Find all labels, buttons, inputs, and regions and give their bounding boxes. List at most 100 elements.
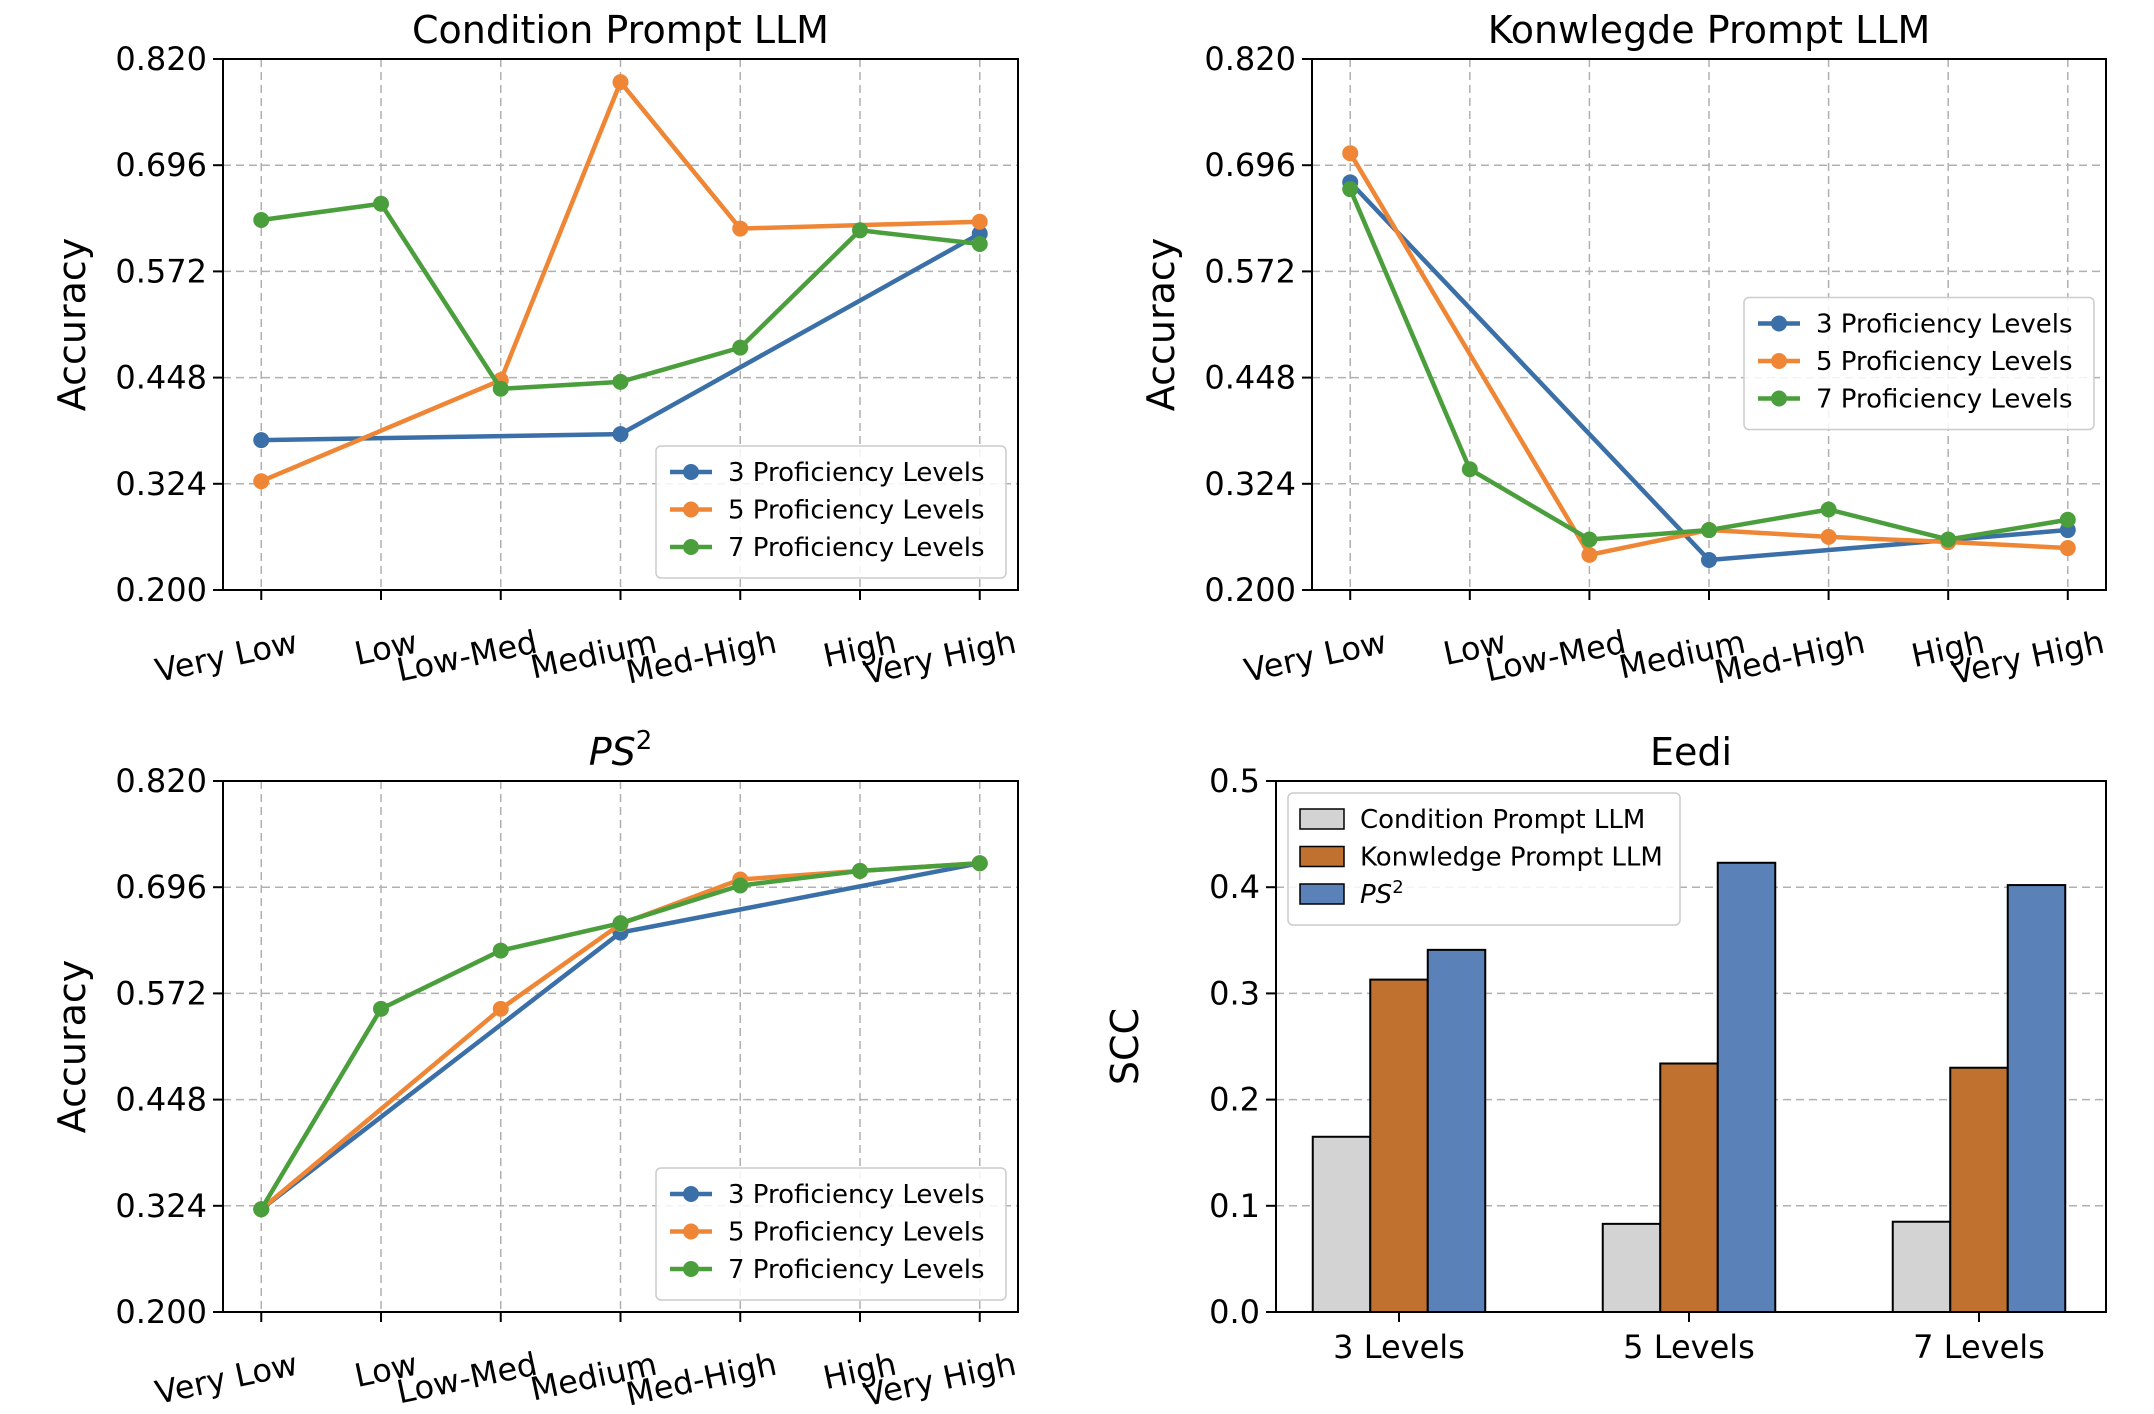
y-tick-label: 0.448 — [1204, 359, 1296, 397]
plot-frame — [222, 780, 1019, 1313]
series-point-3 — [373, 1000, 390, 1017]
legend-label: 3 Proficiency Levels — [728, 1180, 985, 1210]
series-point-3 — [971, 855, 988, 872]
x-tick-label: Low-Med — [393, 623, 540, 690]
y-axis-label: Accuracy — [50, 238, 94, 412]
legend-marker — [683, 1261, 699, 1277]
legend-label: 7 Proficiency Levels — [728, 1255, 985, 1285]
y-axis-label: Accuracy — [1139, 238, 1183, 412]
legend-label-sup: 2 — [1392, 877, 1403, 898]
series-point-3 — [373, 195, 390, 212]
chart-eedi: Eedi SCC 0.0 0.1 0.2 0.3 0.4 0.5 3 Levels 5 Level… — [1103, 730, 2107, 1366]
series-point-3 — [851, 222, 868, 239]
series-point-3 — [1940, 531, 1957, 548]
chart-title-base: PS — [589, 730, 636, 774]
legend-label: Condition Prompt LLM — [1360, 805, 1645, 835]
legend-box — [655, 445, 1007, 579]
legend: 3 Proficiency Levels 5 Proficiency Levels… — [655, 1167, 1007, 1301]
legend-marker — [683, 1223, 699, 1240]
y-tick-label: 0.3 — [1209, 974, 1260, 1012]
series-point-2 — [2059, 540, 2076, 557]
plot-frame — [1311, 58, 2107, 591]
legend-marker — [683, 1186, 699, 1202]
series-point-2 — [732, 220, 749, 237]
legend-swatch — [1299, 808, 1345, 830]
legend: 3 Proficiency Levels 5 Proficiency Levels… — [1743, 296, 2095, 431]
bar-series-2 — [1659, 1062, 1719, 1313]
y-tick-label: 0.1 — [1209, 1187, 1260, 1225]
y-tick-label: 0.448 — [115, 359, 207, 397]
legend-swatch — [1299, 845, 1345, 868]
series-point-2 — [612, 74, 629, 91]
legend: 3 Proficiency Levels 5 Proficiency Levels… — [655, 445, 1007, 579]
y-tick-label: 0.572 — [1204, 252, 1296, 290]
x-tick-label: Very Low — [152, 623, 301, 690]
legend-marker — [683, 464, 699, 480]
series-point-1 — [253, 432, 270, 449]
bar-series-1 — [1311, 1135, 1372, 1314]
series-point-2 — [1342, 145, 1359, 162]
legend-marker — [1771, 353, 1787, 369]
series-point-2 — [253, 473, 270, 490]
x-tick-label: 7 Levels — [1913, 1328, 2045, 1366]
legend-marker — [683, 539, 699, 555]
series-point-3 — [612, 915, 629, 932]
x-tick-label: Very Low — [1241, 623, 1390, 690]
series-point-3 — [1820, 501, 1837, 518]
series-point-3 — [1342, 181, 1359, 198]
series-point-3 — [253, 1201, 270, 1218]
y-tick-label: 0.4 — [1209, 868, 1260, 906]
x-tick-label: Low-Med — [1482, 623, 1629, 690]
y-tick-label: 0.572 — [115, 252, 207, 290]
y-tick-label: 0.696 — [115, 146, 207, 184]
legend-label: 7 Proficiency Levels — [728, 533, 985, 563]
y-tick-label: 0.696 — [1204, 146, 1296, 184]
series-point-3 — [253, 212, 270, 229]
series-point-3 — [492, 942, 509, 959]
legend-label: 5 Proficiency Levels — [1816, 347, 2073, 377]
legend-swatch — [1299, 883, 1345, 905]
series-line-2 — [1348, 152, 2068, 558]
series-point-3 — [732, 339, 749, 356]
bar-series-1 — [1601, 1222, 1662, 1313]
y-tick-label: 0.200 — [115, 571, 207, 609]
y-tick-label: 0.820 — [115, 762, 207, 800]
y-tick-label: 0.2 — [1209, 1081, 1260, 1119]
chart-title: Condition Prompt LLM — [412, 8, 829, 52]
chart-title-sup: 2 — [636, 726, 653, 756]
y-tick-label: 0.200 — [1204, 571, 1296, 609]
legend-marker — [1771, 390, 1787, 407]
series-point-3 — [732, 877, 749, 894]
plot-frame — [1275, 780, 2107, 1313]
series-point-3 — [1701, 522, 1717, 539]
series-point-3 — [1581, 531, 1598, 548]
series-point-3 — [2059, 511, 2076, 528]
y-tick-label: 0.200 — [115, 1293, 207, 1331]
legend-label: 3 Proficiency Levels — [1816, 310, 2073, 340]
legend-label-base: Konwledge Prompt LLM — [1360, 843, 1663, 873]
y-tick-label: 0.820 — [1204, 40, 1296, 78]
series-point-3 — [971, 235, 988, 252]
legend-label: 3 Proficiency Levels — [728, 458, 985, 488]
legend-marker — [683, 501, 699, 518]
legend-label: 5 Proficiency Levels — [728, 496, 985, 526]
series-point-3 — [492, 380, 509, 397]
x-tick-label: Very Low — [152, 1345, 301, 1412]
chart-title: Eedi — [1650, 730, 1732, 774]
legend-marker — [1771, 315, 1787, 332]
legend-box — [1743, 296, 2095, 431]
chart-cond: Condition Prompt LLM Accuracy 0.200 0.324 0.… — [50, 8, 1019, 692]
legend-label-base: Condition Prompt LLM — [1360, 805, 1645, 835]
bar-series-3 — [1716, 861, 1777, 1313]
chart-ps2: PS2 Accuracy 0.200 0.324 0.448 0.572 0.696 0.82… — [50, 726, 1019, 1414]
series-point-1 — [612, 426, 629, 443]
y-axis-label: Accuracy — [50, 960, 94, 1134]
legend-box — [655, 1167, 1007, 1301]
y-tick-label: 0.696 — [115, 868, 207, 906]
bar-series-2 — [1949, 1066, 2009, 1313]
series-point-2 — [492, 1000, 509, 1017]
series-point-3 — [1461, 461, 1478, 478]
y-axis-label: SCC — [1103, 1008, 1147, 1085]
bar-series-2 — [1369, 978, 1429, 1313]
y-tick-label: 0.5 — [1209, 762, 1260, 800]
